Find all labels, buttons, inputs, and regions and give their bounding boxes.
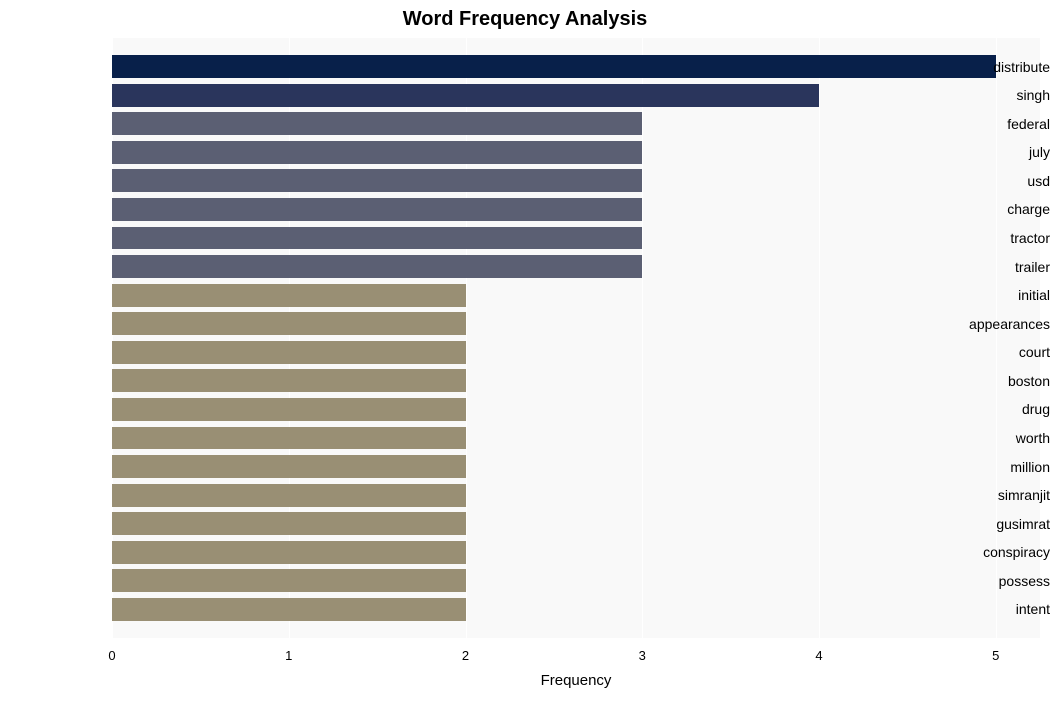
bar bbox=[112, 169, 642, 192]
bar bbox=[112, 84, 819, 107]
y-tick-label: distribute bbox=[946, 59, 1050, 75]
x-tick-label: 4 bbox=[815, 648, 822, 663]
x-tick-label: 0 bbox=[108, 648, 115, 663]
y-tick-label: tractor bbox=[946, 230, 1050, 246]
bar bbox=[112, 55, 996, 78]
y-tick-label: trailer bbox=[946, 259, 1050, 275]
chart-container: Word Frequency Analysis distribute singh f… bbox=[0, 0, 1050, 701]
bar bbox=[112, 512, 466, 535]
bar bbox=[112, 569, 466, 592]
y-tick-label: usd bbox=[946, 173, 1050, 189]
x-tick-label: 1 bbox=[285, 648, 292, 663]
bar bbox=[112, 198, 642, 221]
chart-title: Word Frequency Analysis bbox=[0, 8, 1050, 31]
bar bbox=[112, 398, 466, 421]
y-tick-label: appearances bbox=[946, 316, 1050, 332]
bar bbox=[112, 369, 466, 392]
x-tick-label: 5 bbox=[992, 648, 999, 663]
bar bbox=[112, 455, 466, 478]
bar bbox=[112, 112, 642, 135]
bar bbox=[112, 255, 642, 278]
grid-line bbox=[819, 38, 820, 638]
y-tick-label: worth bbox=[946, 430, 1050, 446]
y-tick-label: charge bbox=[946, 201, 1050, 217]
bar bbox=[112, 341, 466, 364]
x-tick-label: 2 bbox=[462, 648, 469, 663]
y-tick-label: conspiracy bbox=[946, 544, 1050, 560]
plot-area bbox=[112, 38, 1040, 638]
y-tick-label: simranjit bbox=[946, 487, 1050, 503]
y-tick-label: gusimrat bbox=[946, 516, 1050, 532]
y-tick-label: initial bbox=[946, 287, 1050, 303]
y-tick-label: possess bbox=[946, 573, 1050, 589]
bar bbox=[112, 227, 642, 250]
bar bbox=[112, 598, 466, 621]
bar bbox=[112, 541, 466, 564]
grid-line bbox=[642, 38, 643, 638]
y-tick-label: july bbox=[946, 144, 1050, 160]
y-tick-label: drug bbox=[946, 401, 1050, 417]
bar bbox=[112, 312, 466, 335]
y-tick-label: federal bbox=[946, 116, 1050, 132]
y-tick-label: intent bbox=[946, 601, 1050, 617]
bar bbox=[112, 427, 466, 450]
bar bbox=[112, 484, 466, 507]
x-axis-title: Frequency bbox=[112, 672, 1040, 689]
bar bbox=[112, 141, 642, 164]
bar bbox=[112, 284, 466, 307]
y-tick-label: singh bbox=[946, 87, 1050, 103]
y-tick-label: court bbox=[946, 344, 1050, 360]
x-tick-label: 3 bbox=[639, 648, 646, 663]
y-tick-label: boston bbox=[946, 373, 1050, 389]
y-tick-label: million bbox=[946, 459, 1050, 475]
